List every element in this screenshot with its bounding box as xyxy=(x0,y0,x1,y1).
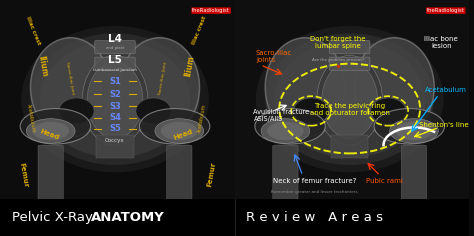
Ellipse shape xyxy=(293,98,329,124)
Ellipse shape xyxy=(317,55,383,145)
Text: S2: S2 xyxy=(109,90,121,99)
Ellipse shape xyxy=(120,38,200,137)
Text: Iliac crest: Iliac crest xyxy=(25,16,41,46)
Ellipse shape xyxy=(371,98,406,124)
Text: Shenton's line: Shenton's line xyxy=(419,122,468,128)
Text: S1: S1 xyxy=(109,77,121,86)
Text: theRadiologist: theRadiologist xyxy=(192,8,230,13)
Circle shape xyxy=(161,122,198,140)
Text: ANATOMY: ANATOMY xyxy=(91,211,164,224)
Text: Head: Head xyxy=(173,128,193,141)
FancyBboxPatch shape xyxy=(167,145,192,199)
Text: Avulsion fracture
ASIS/AIIS: Avulsion fracture ASIS/AIIS xyxy=(254,109,310,122)
Circle shape xyxy=(26,119,75,143)
Text: Acetabulum: Acetabulum xyxy=(425,87,467,93)
Text: Are the pedicles present?: Are the pedicles present? xyxy=(312,58,364,62)
Circle shape xyxy=(255,109,325,144)
Circle shape xyxy=(261,119,310,143)
Text: Trace the pelvic ring
and obturator foramen: Trace the pelvic ring and obturator fora… xyxy=(310,103,390,116)
Text: Head: Head xyxy=(39,128,60,141)
Text: Sacro-iliac Joint: Sacro-iliac Joint xyxy=(64,61,74,95)
Text: Ilium: Ilium xyxy=(184,55,196,77)
Ellipse shape xyxy=(21,26,209,172)
Ellipse shape xyxy=(59,98,94,124)
Bar xyxy=(96,135,134,158)
Ellipse shape xyxy=(322,62,378,138)
FancyBboxPatch shape xyxy=(95,41,135,54)
Text: Pubic rami: Pubic rami xyxy=(366,177,403,184)
Text: Pelvic X-Ray: Pelvic X-Ray xyxy=(12,211,97,224)
Bar xyxy=(331,135,368,158)
Circle shape xyxy=(139,109,210,144)
Ellipse shape xyxy=(265,38,345,137)
Bar xyxy=(235,0,469,199)
Ellipse shape xyxy=(40,41,190,158)
Text: Ilium: Ilium xyxy=(36,55,48,77)
Text: S4: S4 xyxy=(109,114,121,122)
FancyBboxPatch shape xyxy=(329,57,370,70)
Text: Remember greater and lesser trochanters: Remember greater and lesser trochanters xyxy=(271,190,358,194)
Text: R e v i e w   A r e a s: R e v i e w A r e a s xyxy=(246,211,383,224)
Text: L4: L4 xyxy=(108,34,122,44)
Circle shape xyxy=(32,122,69,140)
Text: Coccyx: Coccyx xyxy=(105,138,125,143)
Text: Femur: Femur xyxy=(206,162,216,188)
Text: S5: S5 xyxy=(109,124,121,133)
Circle shape xyxy=(267,122,304,140)
Text: Femur: Femur xyxy=(18,162,28,188)
Text: Neck of femur fracture?: Neck of femur fracture? xyxy=(273,177,356,184)
Text: Don't forget the
lumbar spine: Don't forget the lumbar spine xyxy=(310,36,366,49)
Text: Iliac crest: Iliac crest xyxy=(191,16,208,46)
Ellipse shape xyxy=(30,33,200,165)
FancyBboxPatch shape xyxy=(401,145,427,199)
Text: Acetabulum: Acetabulum xyxy=(197,103,207,133)
Bar xyxy=(0,199,469,236)
FancyBboxPatch shape xyxy=(95,57,135,70)
Ellipse shape xyxy=(265,33,434,165)
Circle shape xyxy=(155,119,204,143)
Ellipse shape xyxy=(136,98,171,124)
Text: S3: S3 xyxy=(109,102,121,111)
Text: Sacro-iliac
joints: Sacro-iliac joints xyxy=(256,50,292,63)
Text: Iliac bone
lesion: Iliac bone lesion xyxy=(424,36,458,49)
Circle shape xyxy=(390,119,438,143)
Ellipse shape xyxy=(256,26,444,172)
Text: L5: L5 xyxy=(108,55,122,65)
Text: end plate: end plate xyxy=(106,46,124,50)
Ellipse shape xyxy=(274,41,425,158)
Ellipse shape xyxy=(30,38,110,137)
Circle shape xyxy=(20,109,91,144)
Circle shape xyxy=(374,109,445,144)
FancyBboxPatch shape xyxy=(273,145,298,199)
Bar xyxy=(0,199,469,236)
FancyBboxPatch shape xyxy=(38,145,64,199)
Text: theRadiologist: theRadiologist xyxy=(427,8,465,13)
FancyBboxPatch shape xyxy=(329,41,370,54)
Ellipse shape xyxy=(82,55,148,145)
Text: Sacro-iliac Joint: Sacro-iliac Joint xyxy=(158,61,168,95)
Ellipse shape xyxy=(355,38,434,137)
Bar xyxy=(0,0,235,199)
Text: Lumbosacral Junction: Lumbosacral Junction xyxy=(93,68,137,72)
Circle shape xyxy=(396,122,432,140)
Ellipse shape xyxy=(87,62,143,138)
Text: Acetabulum: Acetabulum xyxy=(26,103,36,133)
